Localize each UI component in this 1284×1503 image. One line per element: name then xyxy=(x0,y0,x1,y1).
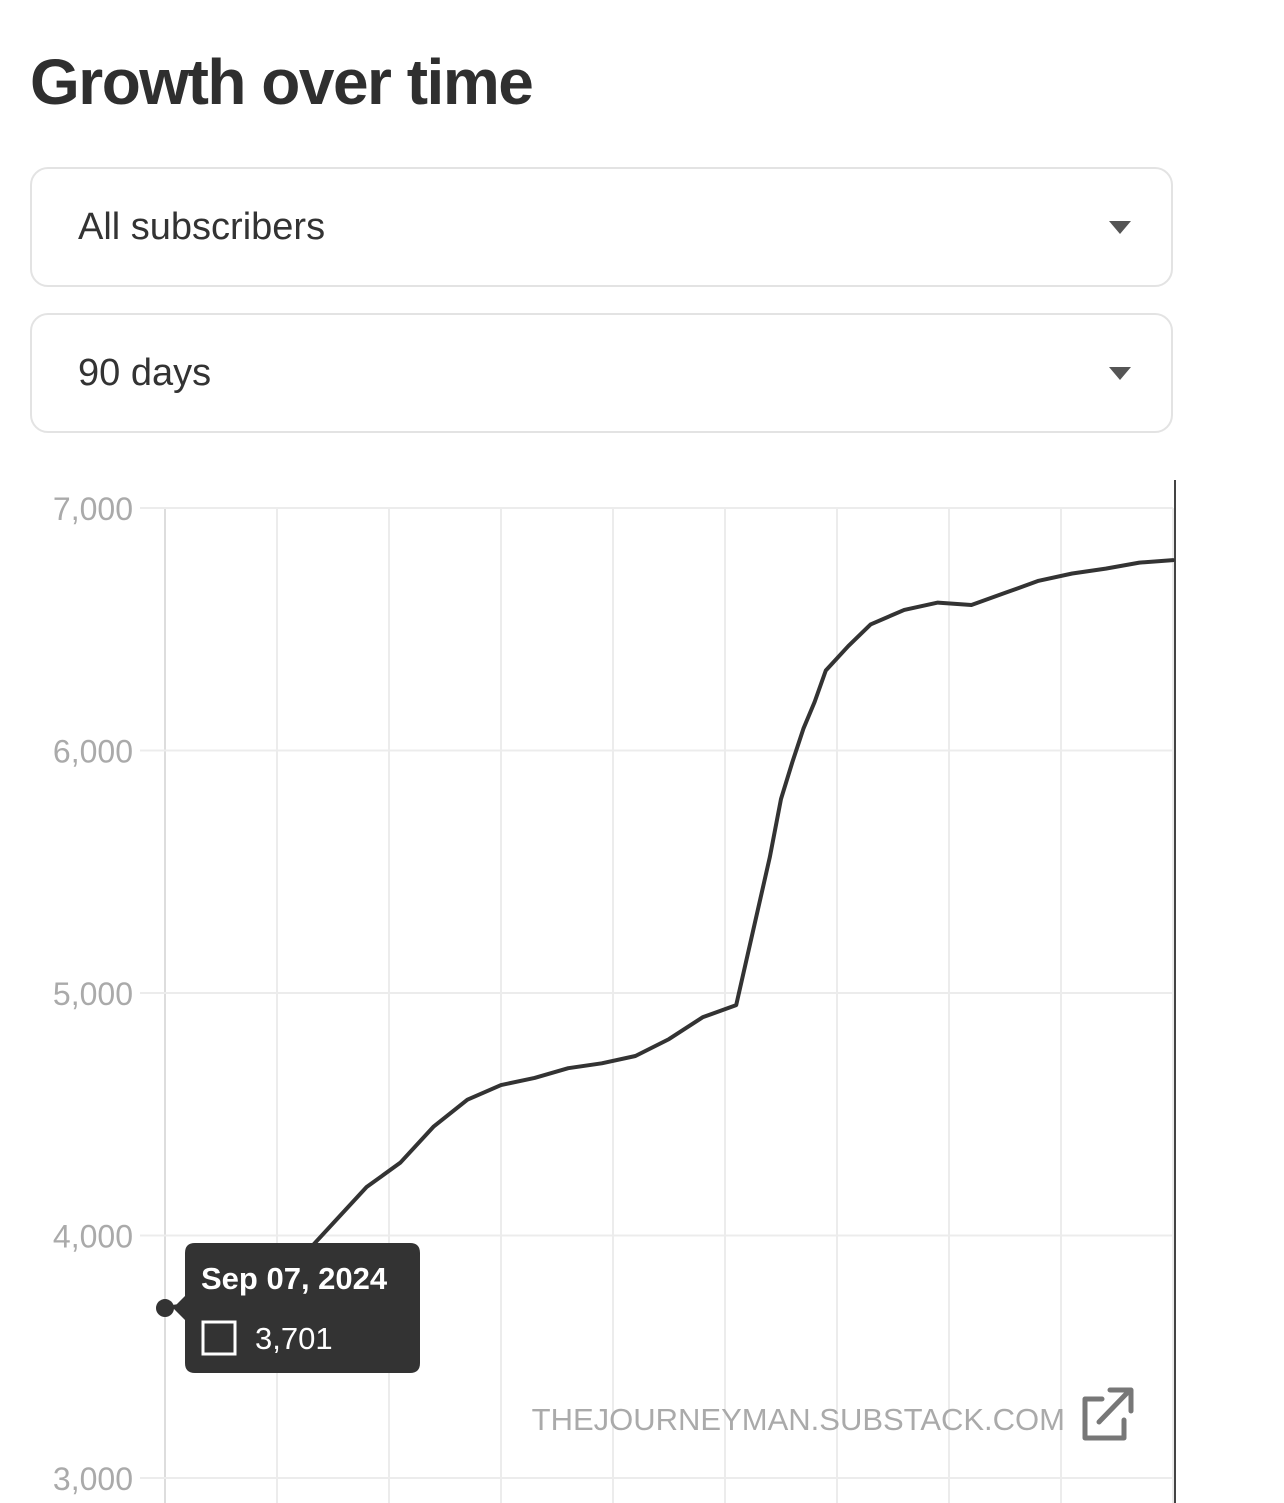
source-label[interactable]: THEJOURNEYMAN.SUBSTACK.COM xyxy=(532,1402,1065,1437)
range-select[interactable]: 90 days xyxy=(30,313,1173,433)
audience-select[interactable]: All subscribers xyxy=(30,167,1173,287)
chevron-down-icon xyxy=(1109,221,1131,234)
chevron-down-icon xyxy=(1109,367,1131,380)
series-line xyxy=(163,558,1175,1310)
y-tick-label: 4,000 xyxy=(53,1219,133,1255)
audience-select-value: All subscribers xyxy=(78,206,326,248)
y-axis-ticks: 7,000 6,000 5,000 4,000 3,000 xyxy=(53,491,133,1497)
tooltip-value: 3,701 xyxy=(255,1321,333,1356)
hover-point xyxy=(156,1299,174,1318)
growth-chart: 7,000 6,000 5,000 4,000 3,000 Sep 07, 2024 3,… xyxy=(53,480,1176,1503)
chart-tooltip: Sep 07, 2024 3,701 xyxy=(156,1243,420,1374)
range-select-value: 90 days xyxy=(78,352,212,394)
y-tick-label: 7,000 xyxy=(53,491,133,527)
source-watermark[interactable]: THEJOURNEYMAN.SUBSTACK.COM xyxy=(532,1387,1134,1441)
tooltip-swatch-icon xyxy=(201,1320,237,1356)
external-link-icon[interactable] xyxy=(1082,1387,1134,1441)
y-tick-label: 5,000 xyxy=(53,976,133,1012)
tooltip-date: Sep 07, 2024 xyxy=(201,1261,388,1296)
y-tick-label: 6,000 xyxy=(53,734,133,770)
chart-series xyxy=(163,558,1175,1310)
page-title: Growth over time xyxy=(30,46,534,118)
chart-grid xyxy=(140,480,1176,1503)
y-tick-label: 3,000 xyxy=(53,1461,133,1497)
